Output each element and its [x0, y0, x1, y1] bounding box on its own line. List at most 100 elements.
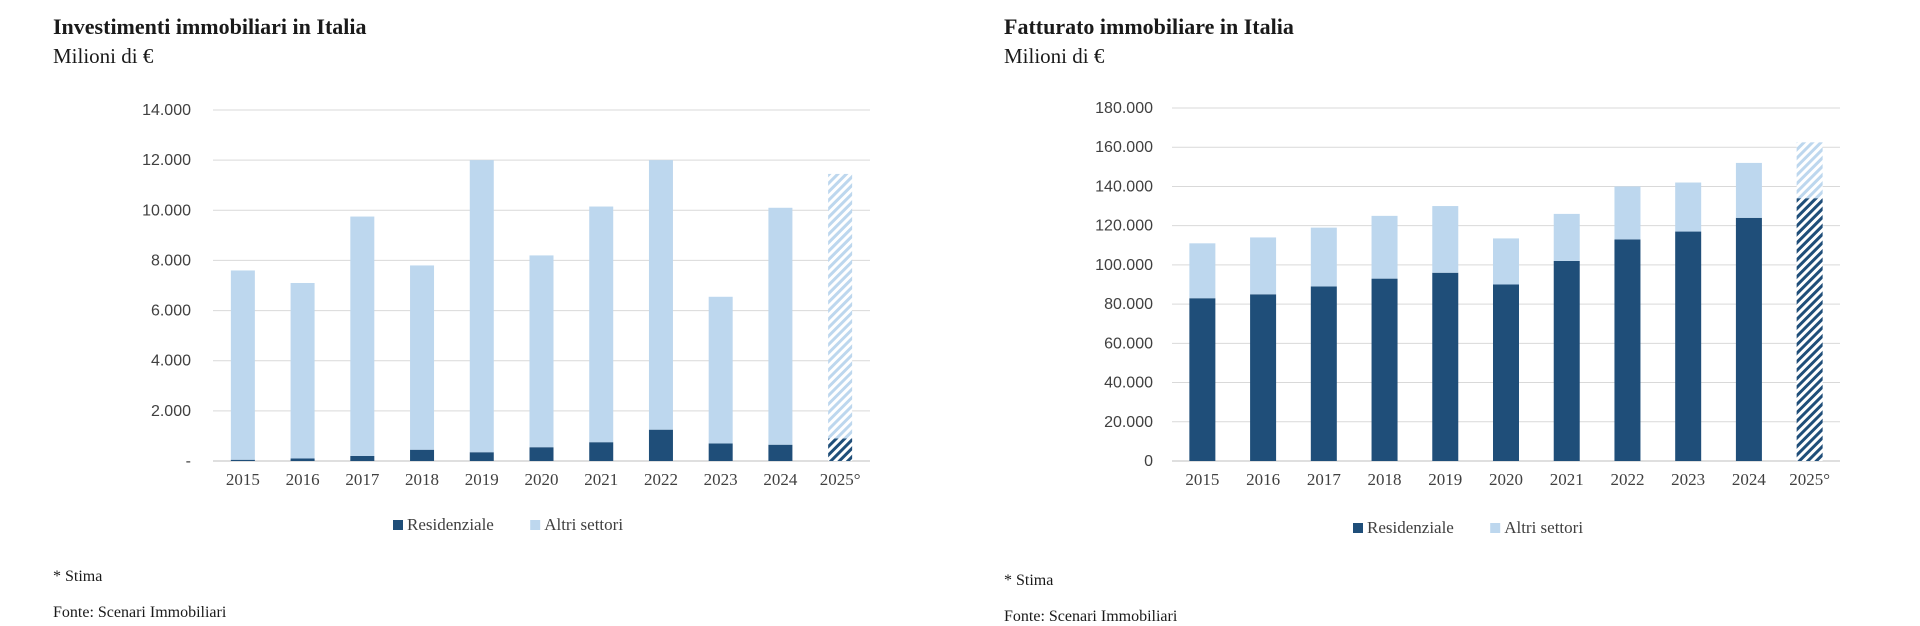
y-tick-label: 60.000 [1104, 335, 1153, 352]
bar-altri-settori [589, 206, 614, 443]
bar-residenziale [350, 455, 375, 461]
bar-altri-settori [1432, 206, 1459, 273]
chart-subtitle: Milioni di € [53, 44, 154, 68]
bar-residenziale [529, 447, 554, 461]
bar-residenziale [469, 452, 494, 461]
bar-altri-settori [230, 270, 255, 460]
bar-altri-settori [1675, 182, 1702, 232]
x-tick-label: 2020 [525, 470, 559, 489]
legend-label: Altri settori [1504, 518, 1583, 537]
bar-altri-settori [1796, 142, 1823, 199]
x-tick-label: 2019 [1428, 470, 1462, 489]
y-tick-label: 140.000 [1095, 178, 1153, 195]
y-tick-label: 80.000 [1104, 296, 1153, 313]
bar-altri-settori [648, 160, 673, 430]
x-tick-label: 2020 [1489, 470, 1523, 489]
bar-residenziale [1796, 198, 1823, 461]
chart-fatturato: 0 20.000 40.000 60.000 80.000 100.000 120.000 1… [1095, 100, 1840, 537]
y-tick-label: 100.000 [1095, 257, 1153, 274]
bar-altri-settori [708, 296, 733, 444]
bar-altri-settori [290, 282, 315, 459]
x-tick-label: 2018 [405, 470, 439, 489]
bar-residenziale [1432, 272, 1459, 461]
x-tick-label: 2024 [1732, 470, 1767, 489]
x-tick-label: 2016 [1246, 470, 1280, 489]
bar-residenziale [230, 459, 255, 461]
y-tick-label: 20.000 [1104, 414, 1153, 431]
bar-residenziale [648, 429, 673, 461]
bar-altri-settori [410, 265, 435, 450]
y-tick-label: 160.000 [1095, 139, 1153, 156]
x-tick-label: 2017 [345, 470, 380, 489]
bar-altri-settori [350, 216, 375, 456]
x-tick-label: 2021 [584, 470, 618, 489]
bar-residenziale [1735, 217, 1762, 461]
y-tick-label: 0 [1144, 453, 1153, 470]
legend-swatch [393, 520, 403, 530]
source-note: Fonte: Scenari Immobiliari [53, 604, 227, 621]
legend-swatch [530, 520, 541, 530]
chart-title: Investimenti immobiliari in Italia [53, 14, 367, 39]
chart-panel-fatturato: Fatturato immobiliare in Italia Milioni … [960, 0, 1920, 625]
bar-residenziale [708, 443, 733, 461]
bar-residenziale [1553, 260, 1580, 461]
bar-altri-settori [1735, 162, 1762, 218]
bar-altri-settori [1493, 238, 1519, 285]
legend-label: Residenziale [407, 515, 494, 534]
y-tick-label: 2.000 [151, 403, 191, 420]
x-tick-label: 2018 [1368, 470, 1402, 489]
bar-residenziale [1189, 298, 1216, 461]
y-tick-label: - [186, 453, 191, 470]
x-tick-label: 2019 [465, 470, 499, 489]
estimate-note: * Stima [53, 568, 103, 585]
legend-label: Residenziale [1367, 518, 1454, 537]
y-tick-label: 10.000 [142, 202, 191, 219]
bar-residenziale [589, 442, 614, 461]
y-tick-label: 120.000 [1095, 218, 1153, 235]
y-tick-label: 14.000 [142, 102, 191, 119]
bar-altri-settori [1250, 237, 1277, 295]
bar-residenziale [1310, 286, 1337, 461]
bar-residenziale [1250, 294, 1277, 461]
chart-investimenti: - 2.000 4.000 6.000 8.000 10.000 12.000 14.000 2… [142, 102, 870, 534]
chart-panel-investimenti: Investimenti immobiliari in Italia Milio… [0, 0, 960, 624]
x-tick-label: 2023 [704, 470, 738, 489]
x-tick-label: 2024 [763, 470, 798, 489]
source-note: Fonte: Scenari Immobiliari [1004, 608, 1178, 625]
x-tick-label: 2022 [1610, 470, 1644, 489]
x-tick-label: 2025° [1789, 470, 1830, 489]
x-tick-label: 2015 [226, 470, 260, 489]
x-tick-label: 2017 [1307, 470, 1342, 489]
bar-residenziale [1371, 278, 1398, 461]
bar-residenziale [768, 444, 793, 461]
legend-label: Altri settori [544, 515, 623, 534]
bar-altri-settori [469, 160, 494, 453]
bar-residenziale [290, 458, 315, 461]
x-tick-label: 2016 [286, 470, 320, 489]
bar-residenziale [828, 438, 853, 461]
estimate-note: * Stima [1004, 572, 1054, 589]
bar-residenziale [1493, 284, 1519, 461]
y-tick-label: 180.000 [1095, 100, 1153, 117]
bar-residenziale [1614, 239, 1641, 461]
bar-altri-settori [1614, 186, 1641, 240]
x-tick-label: 2025° [820, 470, 861, 489]
x-tick-label: 2023 [1671, 470, 1705, 489]
y-tick-label: 8.000 [151, 252, 191, 269]
x-tick-label: 2015 [1185, 470, 1219, 489]
bar-residenziale [1675, 231, 1702, 461]
bar-altri-settori [1371, 215, 1398, 279]
y-tick-label: 12.000 [142, 152, 191, 169]
bar-altri-settori [1189, 243, 1216, 299]
x-tick-label: 2021 [1550, 470, 1584, 489]
bar-altri-settori [828, 173, 853, 439]
y-tick-label: 40.000 [1104, 375, 1153, 392]
legend-swatch [1353, 523, 1363, 533]
chart-subtitle: Milioni di € [1004, 44, 1105, 68]
y-tick-label: 6.000 [151, 303, 191, 320]
bar-altri-settori [1310, 227, 1337, 287]
bar-altri-settori [1553, 213, 1580, 261]
x-tick-label: 2022 [644, 470, 678, 489]
legend-swatch [1490, 523, 1501, 533]
bar-altri-settori [529, 255, 554, 448]
